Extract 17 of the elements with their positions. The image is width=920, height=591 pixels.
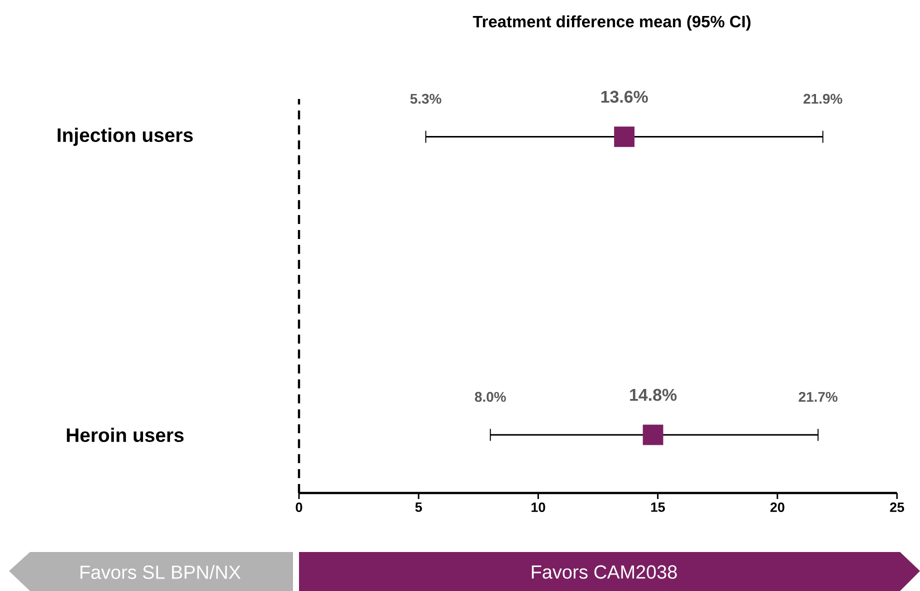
annotation: 21.7% [798,392,838,402]
annotation: 21.9% [804,94,842,104]
x-tick-label: 25 [890,502,904,512]
data-label: 14.8% [630,388,677,401]
chart-title: Treatment difference mean (95% CI) [472,15,750,31]
text: Favors SL BPN/NX [80,565,241,579]
text: Favors CAM2038 [532,565,677,579]
data-label: 13.6% [601,90,648,103]
x-tick-label: 10 [532,502,546,512]
x-tick-label: 20 [770,502,784,512]
x-tick-label: 15 [651,502,665,512]
y-tick-label: Injection users [58,128,193,146]
annotation: 8.0% [474,392,506,402]
y-tick-label: Heroin users [66,428,184,442]
x-tick-label: 0 [296,502,302,512]
annotation: 5.3% [410,94,442,104]
x-tick-label: 5 [415,502,422,512]
